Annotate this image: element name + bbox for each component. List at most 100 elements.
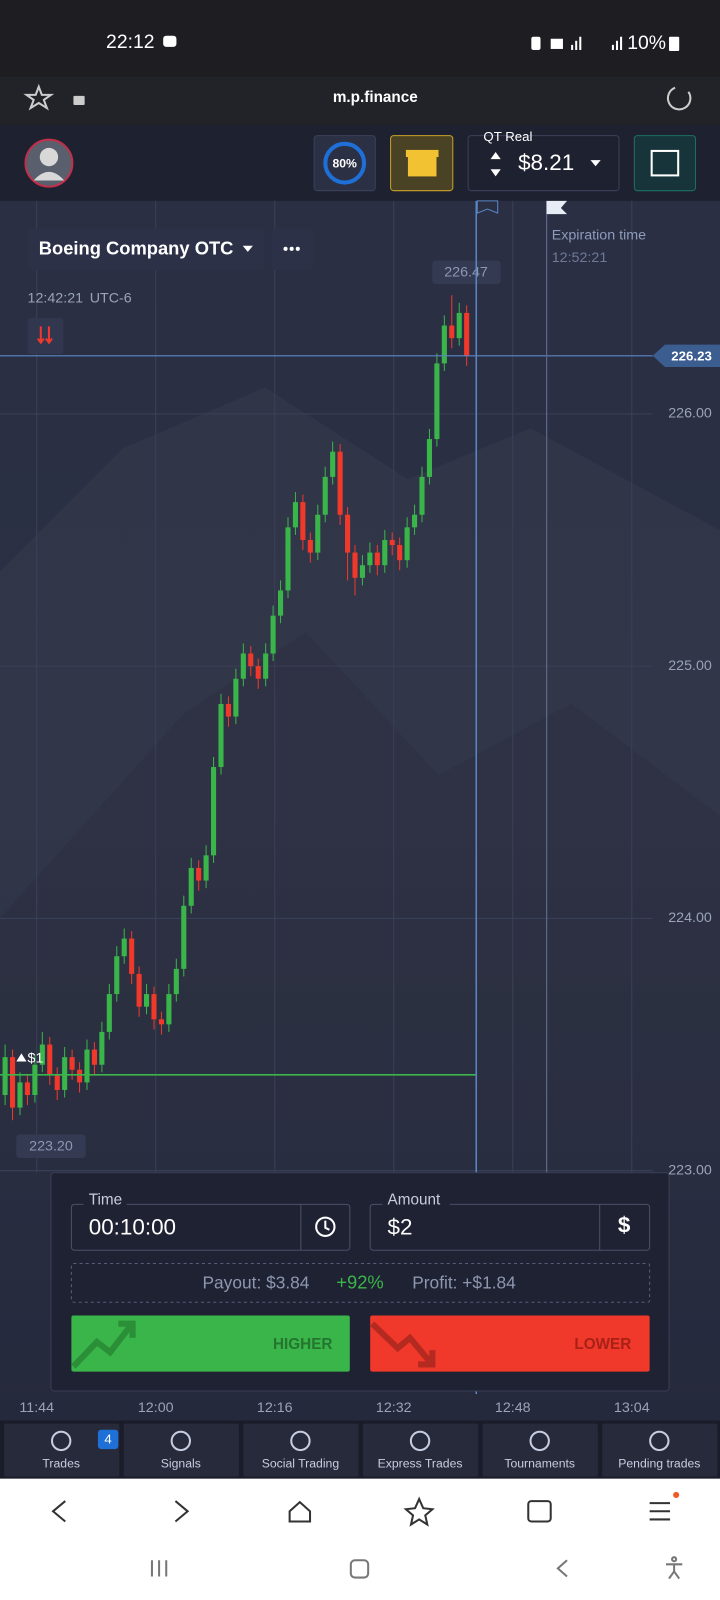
candle-body bbox=[166, 994, 172, 1025]
candle-body bbox=[382, 539, 388, 566]
candle-body bbox=[449, 325, 455, 339]
browser-bar bbox=[0, 76, 720, 126]
browser-buttons[interactable] bbox=[51, 1496, 671, 1527]
chart-type-button[interactable] bbox=[27, 318, 64, 354]
candle-body bbox=[84, 1049, 90, 1083]
expiration-label: Expiration time bbox=[552, 227, 646, 243]
candle-body bbox=[114, 956, 120, 995]
candle-body bbox=[54, 1074, 60, 1090]
candle-body bbox=[248, 653, 254, 667]
max-label: 226.47 bbox=[444, 265, 488, 281]
candle-body bbox=[121, 938, 127, 957]
time-label: Time bbox=[89, 1191, 122, 1208]
reload-button[interactable] bbox=[666, 86, 692, 111]
nav-icon bbox=[290, 1430, 311, 1452]
system-nav[interactable] bbox=[150, 1556, 683, 1580]
candle-body bbox=[337, 451, 343, 515]
balance-box[interactable] bbox=[467, 135, 620, 192]
nav-icon bbox=[50, 1430, 72, 1452]
lock-icon bbox=[73, 95, 85, 106]
progress-ring bbox=[323, 141, 367, 185]
candle-body bbox=[322, 476, 328, 515]
candle-body bbox=[173, 968, 179, 995]
candle-body bbox=[255, 666, 261, 679]
min-label-bg bbox=[16, 1134, 86, 1158]
candle-body bbox=[278, 590, 284, 616]
candle-body bbox=[307, 539, 313, 553]
time-label: 12:16 bbox=[257, 1400, 293, 1416]
lower-button[interactable] bbox=[370, 1315, 650, 1372]
time-axis: 11:44 12:00 12:16 12:32 12:48 13:04 bbox=[19, 1400, 649, 1416]
balance-dropdown bbox=[590, 160, 601, 167]
higher-button[interactable] bbox=[71, 1315, 350, 1372]
time-value: 00:10:00 bbox=[89, 1215, 176, 1240]
candle-body bbox=[225, 703, 231, 717]
time-field[interactable] bbox=[70, 1203, 351, 1251]
candle-body bbox=[24, 1082, 30, 1095]
status-time: 22:12 bbox=[106, 31, 154, 53]
clock-hand bbox=[324, 1220, 330, 1231]
candle-body bbox=[240, 653, 246, 679]
candle-body bbox=[218, 703, 224, 768]
trade-arrow bbox=[16, 1053, 27, 1062]
bottom-nav bbox=[0, 1420, 720, 1479]
chart-type-icon bbox=[36, 326, 53, 345]
nav-icon bbox=[170, 1430, 192, 1452]
candle-body bbox=[62, 1057, 68, 1090]
amount-label: Amount bbox=[388, 1191, 441, 1208]
nav-badge: 4 bbox=[104, 1431, 111, 1446]
candle-body bbox=[91, 1049, 97, 1065]
candle-body bbox=[441, 325, 447, 364]
url[interactable]: m.p.finance bbox=[333, 89, 418, 106]
candle-body bbox=[412, 514, 418, 528]
candle-body bbox=[106, 994, 112, 1032]
bookmark-button[interactable] bbox=[23, 83, 55, 111]
current-time-flag bbox=[476, 200, 499, 214]
candle-body bbox=[456, 312, 462, 339]
nav-label: Trades bbox=[42, 1457, 80, 1471]
candle-body bbox=[300, 502, 306, 540]
candle-body bbox=[345, 514, 351, 553]
account-type: QT Real bbox=[483, 129, 532, 144]
grid: 223.00 224.00 225.00 226.00 bbox=[0, 200, 712, 1178]
candle-body bbox=[352, 552, 358, 578]
nav-label: Signals bbox=[161, 1457, 201, 1471]
progress-value: 80% bbox=[332, 156, 357, 170]
payout-box bbox=[70, 1262, 651, 1303]
current-price: 226.23 bbox=[671, 348, 712, 363]
nav-items: Trades 4 Signals Social Trading Express Trad… bbox=[4, 1423, 718, 1477]
candle-body bbox=[367, 552, 373, 566]
candle-body bbox=[69, 1057, 75, 1070]
asset-selector[interactable] bbox=[27, 228, 265, 271]
candle-body bbox=[196, 867, 202, 881]
candle-body bbox=[47, 1044, 53, 1075]
min-label: 223.20 bbox=[29, 1139, 73, 1155]
nav-label: Social Trading bbox=[262, 1457, 340, 1471]
candle-body bbox=[315, 514, 321, 553]
payout: Payout: $3.84 bbox=[202, 1272, 309, 1292]
candle-body bbox=[99, 1031, 105, 1065]
deposit-icon bbox=[650, 149, 680, 177]
candle-body bbox=[419, 476, 425, 515]
status-icons bbox=[531, 36, 680, 51]
candle-body bbox=[76, 1069, 83, 1083]
candle-body bbox=[151, 994, 157, 1020]
currency-icon[interactable]: $ bbox=[618, 1213, 631, 1238]
candle-body bbox=[203, 855, 209, 881]
current-price-tag bbox=[652, 344, 720, 368]
balance: $8.21 bbox=[518, 150, 574, 175]
candle-body bbox=[32, 1064, 38, 1095]
more-dots bbox=[283, 246, 300, 251]
candle-body bbox=[389, 539, 395, 546]
candle-body bbox=[181, 905, 187, 969]
time-label: 12:00 bbox=[138, 1400, 174, 1416]
candle-body bbox=[330, 451, 336, 477]
gift-icon bbox=[407, 156, 437, 177]
expiration-flag bbox=[546, 200, 568, 215]
deposit-button[interactable] bbox=[633, 135, 697, 192]
time-label: 12:32 bbox=[376, 1400, 412, 1416]
clock-icon[interactable] bbox=[315, 1216, 336, 1237]
amount-field[interactable] bbox=[369, 1203, 651, 1251]
candle-body bbox=[2, 1057, 8, 1095]
